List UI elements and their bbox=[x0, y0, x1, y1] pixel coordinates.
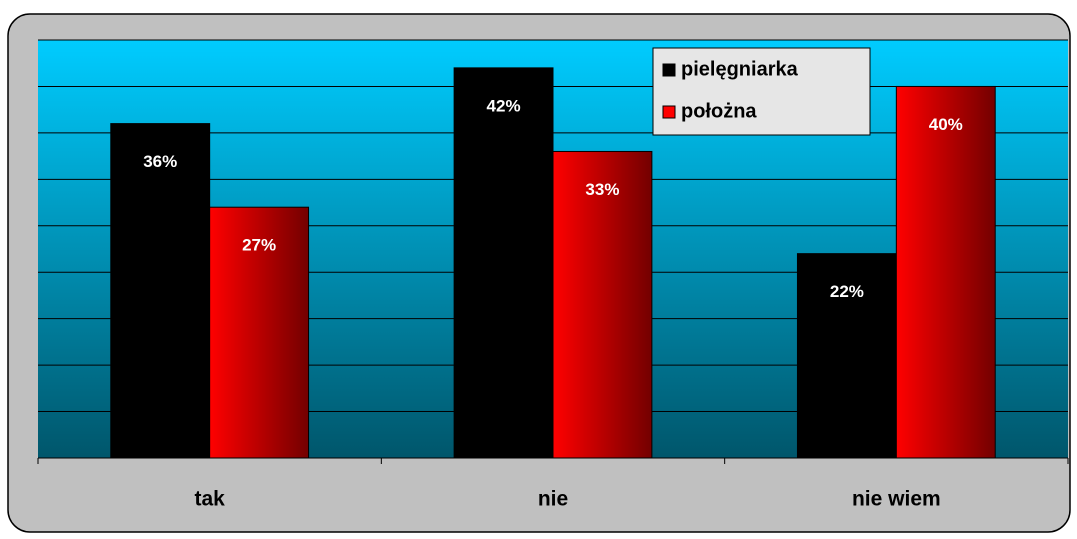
legend-swatch bbox=[662, 105, 676, 119]
legend-box bbox=[652, 47, 871, 136]
x-tick-label: nie wiem bbox=[852, 488, 941, 511]
bar-shade bbox=[110, 123, 210, 458]
legend-swatch bbox=[662, 63, 676, 77]
bar-shade bbox=[209, 207, 309, 458]
value-label: 36% bbox=[143, 152, 177, 171]
value-label: 33% bbox=[585, 180, 619, 199]
value-label: 22% bbox=[830, 282, 864, 301]
legend-label: pielęgniarka bbox=[681, 58, 799, 80]
value-label: 42% bbox=[487, 96, 521, 115]
bar-shade bbox=[896, 86, 996, 458]
bar-shade bbox=[553, 151, 652, 458]
bar-shade bbox=[797, 253, 897, 458]
legend-label: położna bbox=[681, 100, 757, 122]
value-label: 27% bbox=[242, 236, 276, 255]
bar-shade bbox=[454, 67, 553, 458]
x-tick-label: nie bbox=[538, 488, 568, 511]
value-label: 40% bbox=[929, 115, 963, 134]
x-tick-label: tak bbox=[194, 488, 225, 511]
